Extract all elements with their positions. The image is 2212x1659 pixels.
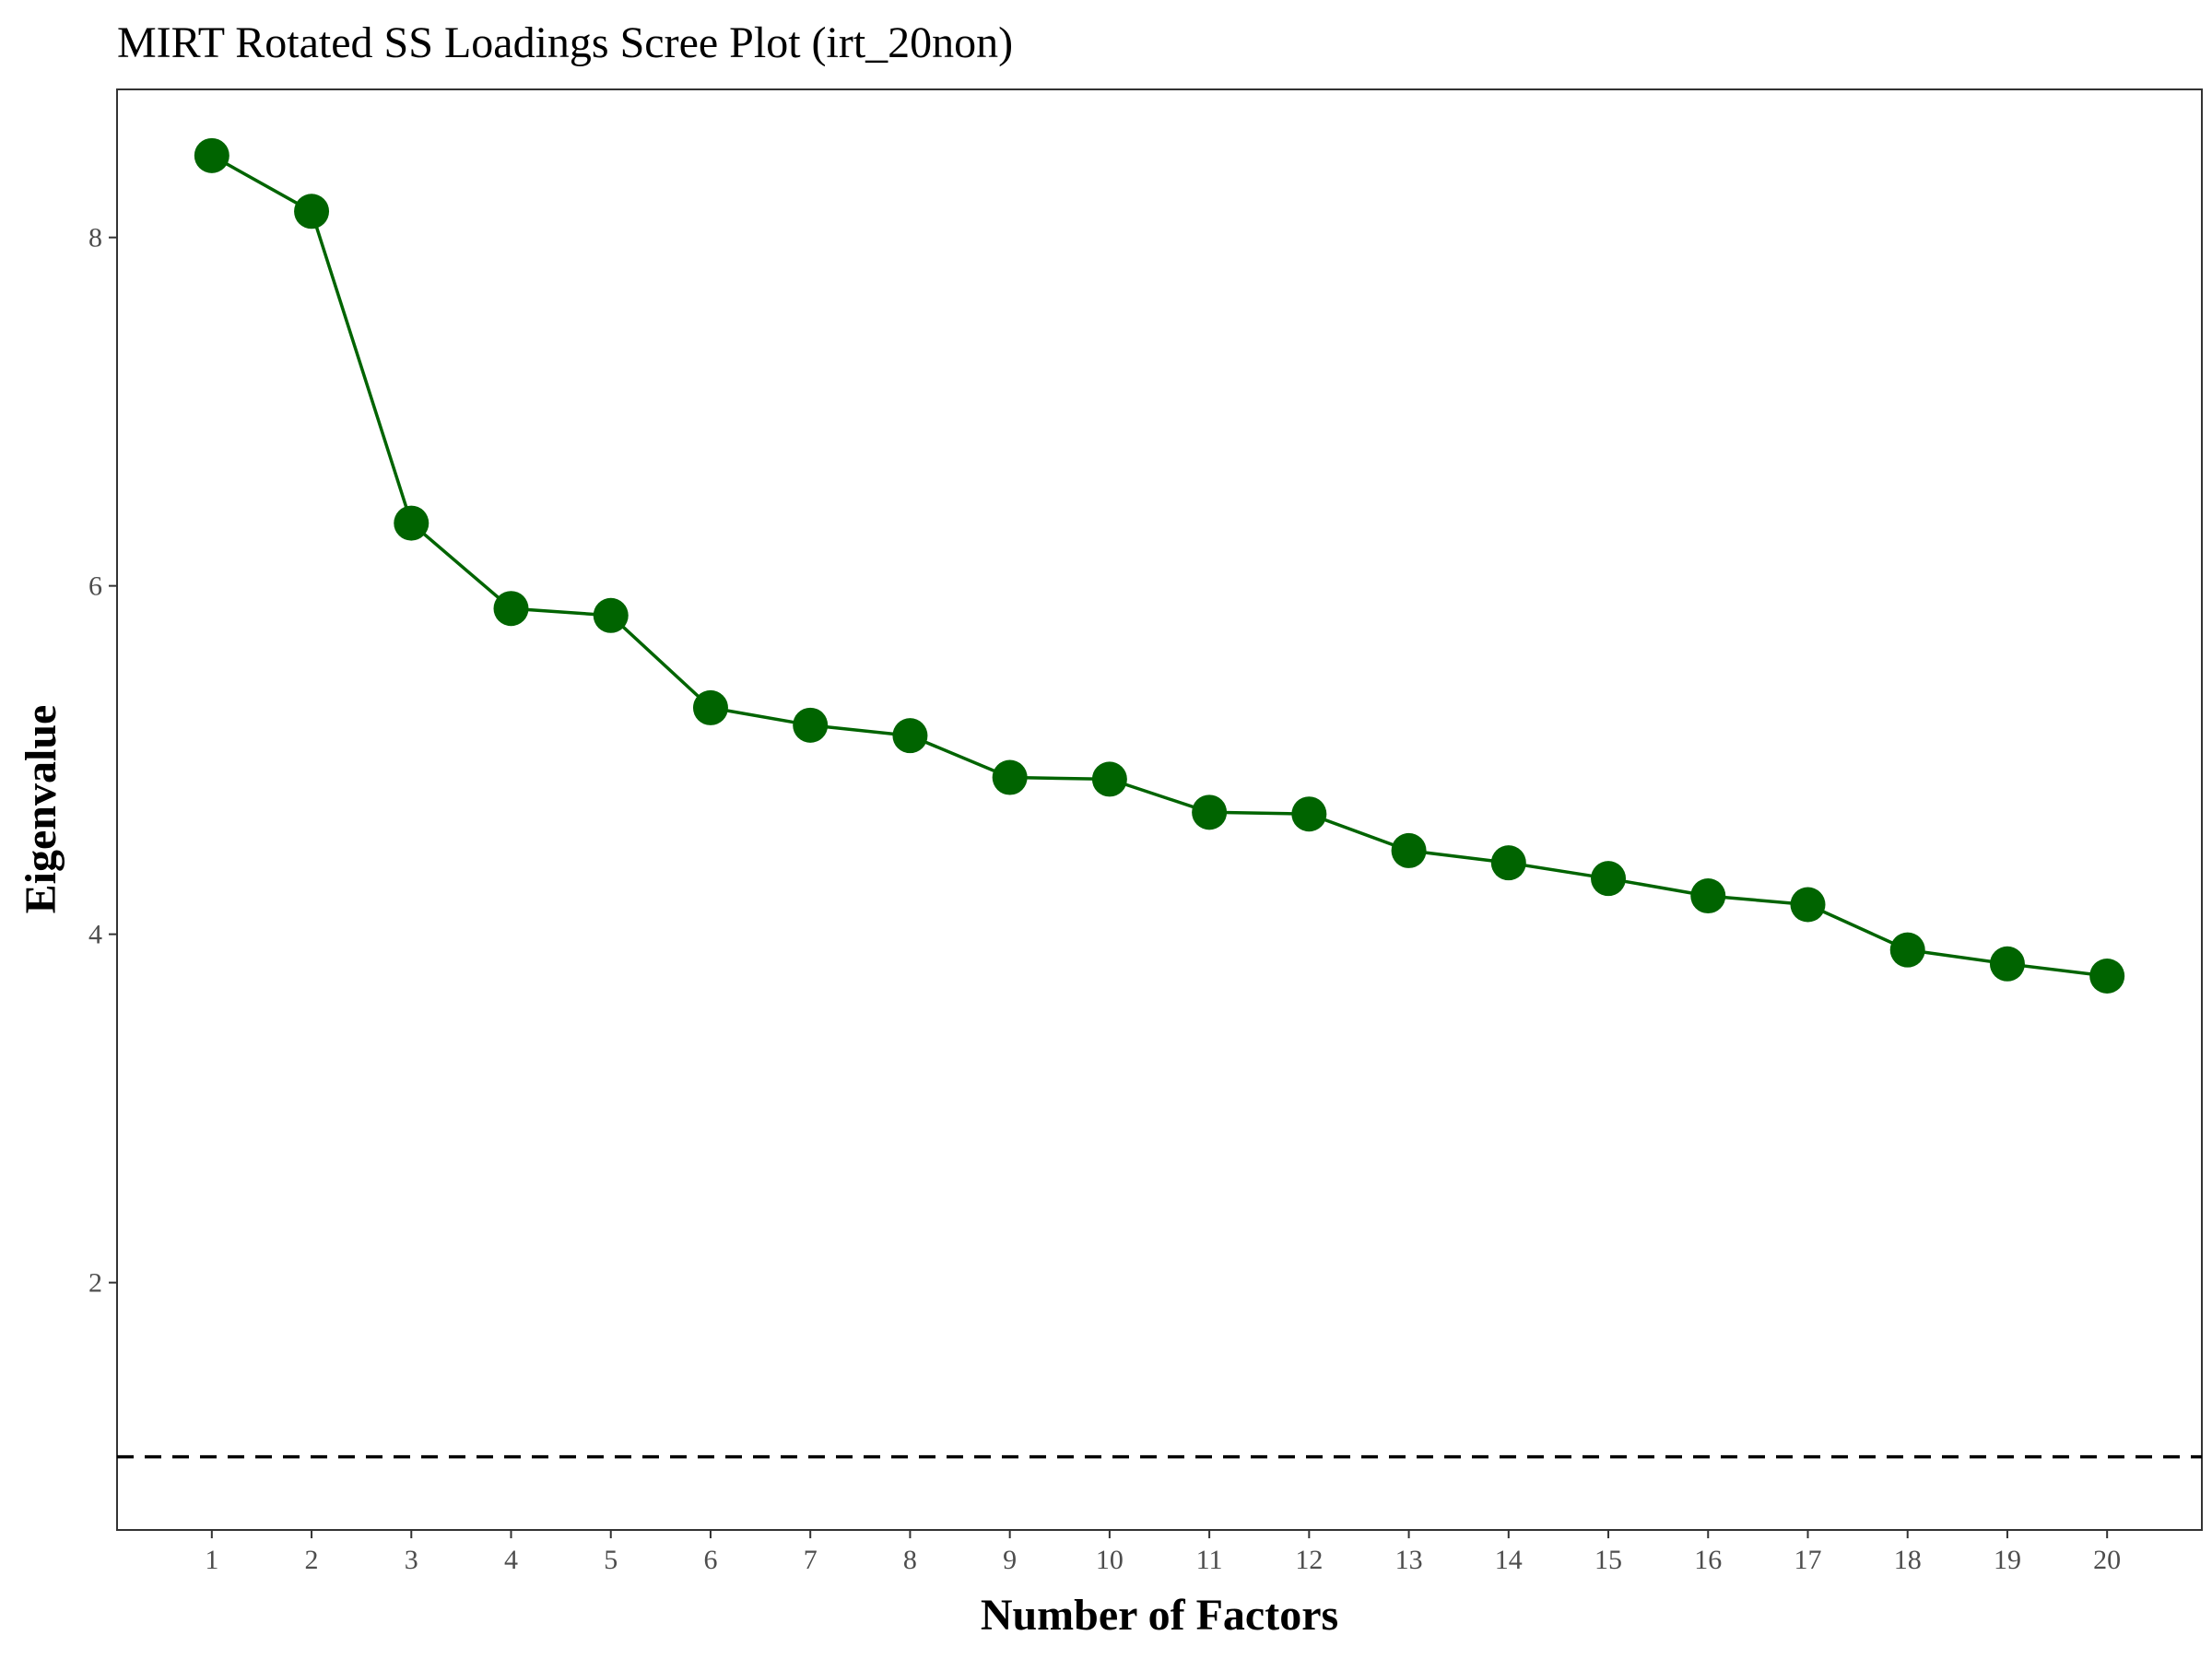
x-tick-label: 5 (604, 1545, 618, 1575)
y-tick-label: 6 (88, 571, 102, 602)
data-point-factor-12 (1291, 796, 1327, 832)
data-point-factor-1 (194, 137, 229, 173)
x-tick-label: 2 (305, 1545, 319, 1575)
x-tick-label: 3 (405, 1545, 418, 1575)
x-tick-label: 14 (1495, 1545, 1523, 1575)
data-point-factor-10 (1091, 761, 1127, 797)
x-axis-title: Number of Factors (981, 1591, 1338, 1640)
x-tick-label: 1 (205, 1545, 218, 1575)
x-tick-label: 16 (1694, 1545, 1722, 1575)
data-point-factor-15 (1591, 861, 1627, 897)
data-point-factor-9 (992, 759, 1028, 795)
data-point-factor-7 (793, 707, 829, 743)
data-point-factor-4 (493, 591, 529, 627)
data-point-factor-14 (1490, 845, 1526, 881)
data-point-factor-19 (1989, 946, 2025, 982)
x-tick-label: 4 (504, 1545, 518, 1575)
data-point-factor-5 (593, 597, 629, 633)
data-point-factor-20 (2089, 958, 2125, 994)
data-point-factor-8 (892, 718, 928, 754)
x-tick-label: 10 (1096, 1545, 1124, 1575)
x-tick-label: 6 (703, 1545, 717, 1575)
x-tick-label: 11 (1196, 1545, 1223, 1575)
x-axis: 1 2 3 4 5 6 7 8 9 10 11 12 13 14 15 16 17 18 19 20 (205, 1530, 2121, 1575)
chart-title: MIRT Rotated SS Loadings Scree Plot (irt… (117, 18, 1013, 67)
data-point-factor-3 (394, 505, 429, 541)
plot-area (116, 88, 2203, 1531)
x-tick-label: 15 (1594, 1545, 1622, 1575)
x-tick-label: 12 (1295, 1545, 1323, 1575)
y-axis: 2 4 6 8 (88, 223, 117, 1299)
data-point-factor-18 (1889, 932, 1925, 968)
data-point-factor-16 (1690, 878, 1726, 914)
x-tick-label: 19 (1994, 1545, 2021, 1575)
y-tick-label: 8 (88, 223, 102, 253)
data-point-factor-11 (1192, 794, 1228, 830)
y-tick-label: 2 (88, 1268, 102, 1299)
x-tick-label: 18 (1894, 1545, 1922, 1575)
data-point-factor-17 (1790, 887, 1826, 923)
panel-frame (116, 88, 2203, 1531)
x-tick-label: 17 (1794, 1545, 1821, 1575)
x-tick-label: 8 (903, 1545, 917, 1575)
data-point-factor-6 (692, 689, 728, 725)
x-tick-label: 7 (804, 1545, 818, 1575)
data-point-factor-2 (294, 194, 330, 229)
x-tick-label: 9 (1003, 1545, 1017, 1575)
data-points (194, 137, 2125, 994)
y-tick-label: 4 (88, 920, 102, 950)
x-tick-label: 20 (2093, 1545, 2121, 1575)
y-axis-title: Eigenvalue (17, 705, 65, 914)
data-point-factor-13 (1391, 832, 1427, 868)
x-tick-label: 13 (1395, 1545, 1423, 1575)
